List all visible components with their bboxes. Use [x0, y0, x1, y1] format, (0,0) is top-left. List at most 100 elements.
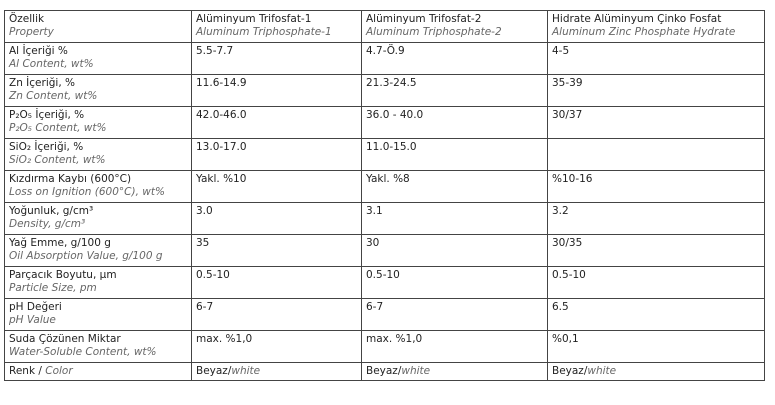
data-row: SiO₂ İçeriği, % SiO₂ Content, wt% 13.0-17.…: [4, 138, 765, 171]
english-text: Aluminum Triphosphate-2: [366, 26, 502, 38]
spec-table: Özellik Property Alüminyum Trifosfat-1 Alum…: [4, 10, 765, 381]
english-text: Loss on Ignition (600°C), wt%: [9, 186, 165, 198]
turkish-text: Zn İçeriği, %: [9, 77, 75, 89]
value-cell: 6-7: [361, 298, 548, 331]
data-row: Yoğunluk, g/cm³ Density, g/cm³ 3.0 3.1 3.2: [4, 202, 765, 235]
header-cell: Özellik Property: [4, 10, 192, 43]
value-cell: Yakl. %8: [361, 170, 548, 203]
value-cell: Yakl. %10: [191, 170, 362, 203]
spec-table-wrap: Özellik Property Alüminyum Trifosfat-1 Alum…: [4, 10, 765, 381]
value-cell: Beyaz/white: [361, 362, 548, 381]
data-row: Al İçeriği % Al Content, wt% 5.5-7.7 4.7-Ö.…: [4, 42, 765, 75]
turkish-text: Yoğunluk, g/cm³: [9, 205, 94, 217]
turkish-text: Kızdırma Kaybı (600°C): [9, 173, 132, 185]
value-cell: 13.0-17.0: [191, 138, 362, 171]
english-text: pH Value: [9, 314, 56, 326]
english-text: Al Content, wt%: [9, 58, 94, 70]
turkish-text: Renk /: [9, 365, 46, 377]
property-cell: Suda Çözünen Miktar Water-Soluble Content…: [4, 330, 192, 363]
value-cell: 6.5: [547, 298, 765, 331]
value-cell: 30/35: [547, 234, 765, 267]
english-text: Density, g/cm³: [9, 218, 86, 230]
turkish-text: P₂O₅ İçeriği, %: [9, 109, 85, 121]
value-cell: 11.6-14.9: [191, 74, 362, 107]
value-cell: 0.5-10: [547, 266, 765, 299]
data-row: Renk / Color Beyaz/white Beyaz/white Beyaz/…: [4, 362, 765, 381]
data-row: Suda Çözünen Miktar Water-Soluble Content…: [4, 330, 765, 363]
english-text: P₂O₅ Content, wt%: [9, 122, 107, 134]
value-cell: max. %1,0: [361, 330, 548, 363]
english-text: SiO₂ Content, wt%: [9, 154, 106, 166]
value-cell: 0.5-10: [361, 266, 548, 299]
turkish-text: Beyaz/: [366, 365, 402, 377]
turkish-text: Suda Çözünen Miktar: [9, 333, 121, 345]
english-text: Water-Soluble Content, wt%: [9, 346, 157, 358]
property-cell: Yoğunluk, g/cm³ Density, g/cm³: [4, 202, 192, 235]
data-row: Kızdırma Kaybı (600°C) Loss on Ignition (…: [4, 170, 765, 203]
turkish-text: SiO₂ İçeriği, %: [9, 141, 84, 153]
english-text: white: [587, 365, 617, 377]
data-row: Parçacık Boyutu, µm Particle Size, pm 0.5-…: [4, 266, 765, 299]
data-row: pH Değeri pH Value 6-7 6-7 6.5: [4, 298, 765, 331]
turkish-text: pH Değeri: [9, 301, 62, 313]
property-cell: pH Değeri pH Value: [4, 298, 192, 331]
turkish-text: Özellik: [9, 13, 45, 25]
value-cell: 4.7-Ö.9: [361, 42, 548, 75]
turkish-text: Parçacık Boyutu, µm: [9, 269, 117, 281]
header-cell: Hidrate Alüminyum Çinko Fosfat Aluminum Z…: [547, 10, 765, 43]
value-cell: [547, 138, 765, 171]
value-cell: 3.2: [547, 202, 765, 235]
value-cell: 35: [191, 234, 362, 267]
property-cell: Al İçeriği % Al Content, wt%: [4, 42, 192, 75]
turkish-text: Beyaz/: [196, 365, 232, 377]
turkish-text: Alüminyum Trifosfat-2: [366, 13, 482, 25]
property-cell: Yağ Emme, g/100 g Oil Absorption Value, g…: [4, 234, 192, 267]
data-row: Yağ Emme, g/100 g Oil Absorption Value, g…: [4, 234, 765, 267]
property-cell: SiO₂ İçeriği, % SiO₂ Content, wt%: [4, 138, 192, 171]
value-cell: 30/37: [547, 106, 765, 139]
table-body: Özellik Property Alüminyum Trifosfat-1 Alum…: [4, 10, 765, 381]
english-text: white: [231, 365, 261, 377]
value-cell: 11.0-15.0: [361, 138, 548, 171]
english-text: Aluminum Triphosphate-1: [196, 26, 332, 38]
property-cell: P₂O₅ İçeriği, % P₂O₅ Content, wt%: [4, 106, 192, 139]
value-cell: %0,1: [547, 330, 765, 363]
property-cell: Renk / Color: [4, 362, 192, 381]
property-cell: Parçacık Boyutu, µm Particle Size, pm: [4, 266, 192, 299]
turkish-text: Yağ Emme, g/100 g: [9, 237, 111, 249]
english-text: Particle Size, pm: [9, 282, 97, 294]
english-text: Oil Absorption Value, g/100 g: [9, 250, 163, 262]
value-cell: Beyaz/white: [547, 362, 765, 381]
value-cell: 21.3-24.5: [361, 74, 548, 107]
value-cell: 36.0 - 40.0: [361, 106, 548, 139]
english-text: Property: [9, 26, 54, 38]
english-text: Zn Content, wt%: [9, 90, 98, 102]
header-cell: Alüminyum Trifosfat-1 Aluminum Triphospha…: [191, 10, 362, 43]
value-cell: 6-7: [191, 298, 362, 331]
property-cell: Zn İçeriği, % Zn Content, wt%: [4, 74, 192, 107]
value-cell: Beyaz/white: [191, 362, 362, 381]
turkish-text: Alüminyum Trifosfat-1: [196, 13, 312, 25]
value-cell: 4-5: [547, 42, 765, 75]
header-row: Özellik Property Alüminyum Trifosfat-1 Alum…: [4, 10, 765, 43]
property-cell: Kızdırma Kaybı (600°C) Loss on Ignition (…: [4, 170, 192, 203]
header-cell: Alüminyum Trifosfat-2 Aluminum Triphospha…: [361, 10, 548, 43]
value-cell: 42.0-46.0: [191, 106, 362, 139]
data-row: Zn İçeriği, % Zn Content, wt% 11.6-14.9 21.…: [4, 74, 765, 107]
value-cell: %10-16: [547, 170, 765, 203]
english-text: Color: [45, 365, 73, 377]
value-cell: 30: [361, 234, 548, 267]
value-cell: 0.5-10: [191, 266, 362, 299]
value-cell: max. %1,0: [191, 330, 362, 363]
turkish-text: Hidrate Alüminyum Çinko Fosfat: [552, 13, 722, 25]
value-cell: 5.5-7.7: [191, 42, 362, 75]
value-cell: 3.1: [361, 202, 548, 235]
value-cell: 3.0: [191, 202, 362, 235]
english-text: white: [401, 365, 431, 377]
turkish-text: Beyaz/: [552, 365, 588, 377]
data-row: P₂O₅ İçeriği, % P₂O₅ Content, wt% 42.0-46.…: [4, 106, 765, 139]
value-cell: 35-39: [547, 74, 765, 107]
turkish-text: Al İçeriği %: [9, 45, 68, 57]
english-text: Aluminum Zinc Phosphate Hydrate: [552, 26, 736, 38]
